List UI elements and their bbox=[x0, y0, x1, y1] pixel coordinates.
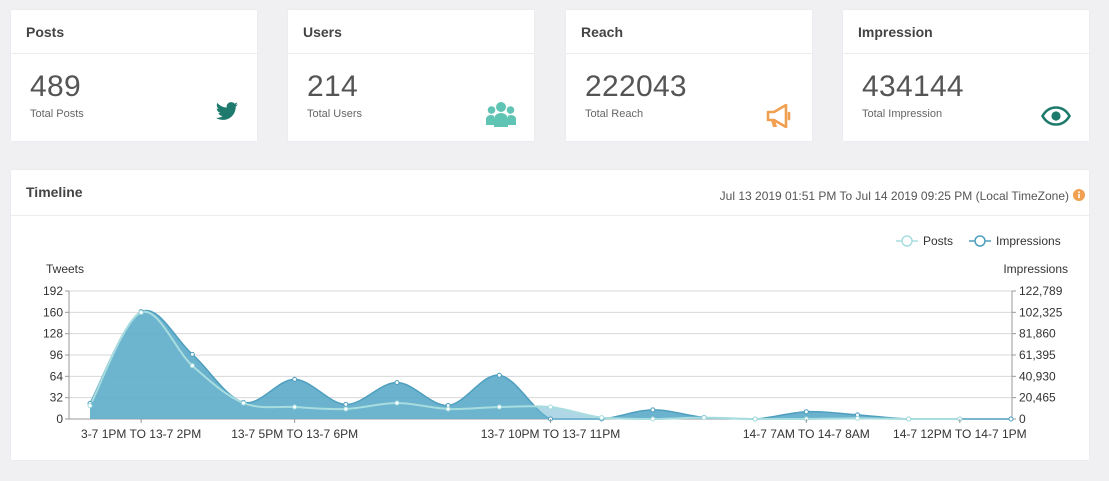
posts-legend-marker bbox=[901, 235, 913, 247]
y-tick-label: 32 bbox=[50, 391, 64, 405]
y2-tick-label: 61,395 bbox=[1019, 348, 1056, 362]
stat-title: Impression bbox=[843, 10, 1089, 54]
timeline-card: Timeline Jul 13 2019 01:51 PM To Jul 14 … bbox=[11, 170, 1089, 460]
stat-value: 434144 bbox=[862, 70, 964, 103]
y-tick-label: 0 bbox=[56, 412, 63, 426]
posts-point bbox=[548, 404, 553, 410]
stat-card-reach: Reach 222043 Total Reach bbox=[566, 10, 812, 141]
impressions-legend-label[interactable]: Impressions bbox=[996, 234, 1061, 248]
impressions-point bbox=[650, 407, 656, 413]
posts-legend-label[interactable]: Posts bbox=[923, 234, 953, 248]
posts-point bbox=[496, 404, 502, 410]
twitter-bird-icon bbox=[216, 102, 238, 120]
posts-point bbox=[650, 416, 656, 422]
users-group-icon bbox=[486, 102, 516, 127]
impressions-point bbox=[394, 380, 400, 386]
impressions-point bbox=[343, 401, 349, 407]
posts-point bbox=[138, 309, 144, 315]
impressions-line bbox=[89, 309, 1011, 420]
posts-point bbox=[445, 406, 451, 412]
megaphone-icon bbox=[766, 104, 791, 128]
stat-value: 489 bbox=[30, 70, 81, 103]
y-tick-label: 128 bbox=[43, 327, 63, 341]
timeline-date-range: Jul 13 2019 01:51 PM To Jul 14 2019 09:2… bbox=[719, 189, 1069, 203]
x-tick-label: 14-7 12PM TO 14-7 1PM bbox=[893, 427, 1027, 441]
x-tick-label: 14-7 7AM TO 14-7 8AM bbox=[743, 427, 870, 441]
posts-point bbox=[752, 416, 758, 422]
y2-axis-label: Impressions bbox=[1003, 262, 1068, 276]
x-tick-label: 13-7 10PM TO 13-7 11PM bbox=[481, 427, 620, 441]
y2-tick-label: 81,860 bbox=[1019, 327, 1056, 341]
impressions-point bbox=[496, 372, 502, 378]
x-tick-label: 13-7 5PM TO 13-7 6PM bbox=[231, 427, 358, 441]
y-tick-label: 160 bbox=[43, 305, 63, 319]
posts-point bbox=[701, 415, 707, 421]
stat-title: Users bbox=[288, 10, 534, 54]
stat-label: Total Reach bbox=[585, 108, 644, 120]
impressions-point bbox=[1008, 416, 1014, 422]
timeline-title: Timeline bbox=[26, 184, 83, 200]
posts-point bbox=[599, 415, 605, 421]
impressions-point bbox=[292, 376, 298, 382]
stat-title: Reach bbox=[566, 10, 812, 54]
posts-point bbox=[241, 400, 246, 406]
y-tick-label: 64 bbox=[50, 369, 64, 383]
stat-label: Total Users bbox=[307, 108, 363, 120]
stat-label: Total Posts bbox=[30, 108, 84, 120]
posts-point bbox=[87, 403, 93, 409]
y2-tick-label: 122,789 bbox=[1019, 284, 1063, 298]
y2-tick-label: 40,930 bbox=[1019, 369, 1056, 383]
posts-point bbox=[855, 415, 860, 421]
impressions-point bbox=[189, 351, 195, 357]
stat-card-users: Users 214 Total Users bbox=[288, 10, 534, 141]
stat-label: Total Impression bbox=[862, 108, 943, 120]
stat-card-impression: Impression 434144 Total Impression bbox=[843, 10, 1089, 141]
impressions-point bbox=[803, 409, 809, 415]
info-icon[interactable] bbox=[1073, 189, 1085, 201]
stat-value: 222043 bbox=[585, 70, 687, 103]
timeline-chart: 0 0 32 20,465 64 40,930 96 61,395 128 81,860 160 10… bbox=[43, 234, 1068, 441]
eye-icon bbox=[1041, 106, 1071, 126]
timeline-header: Timeline Jul 13 2019 01:51 PM To Jul 14 … bbox=[11, 170, 1089, 216]
stat-value: 214 bbox=[307, 70, 358, 103]
x-tick-label: 3-7 1PM TO 13-7 2PM bbox=[81, 427, 201, 441]
posts-point bbox=[906, 416, 912, 422]
posts-point bbox=[394, 400, 400, 406]
y-tick-label: 192 bbox=[43, 284, 63, 298]
y-tick-label: 96 bbox=[50, 348, 64, 362]
impressions-legend-marker bbox=[974, 235, 986, 247]
stat-card-posts: Posts 489 Total Posts bbox=[11, 10, 257, 141]
posts-point bbox=[343, 406, 349, 412]
posts-point bbox=[292, 404, 298, 410]
posts-point bbox=[189, 363, 195, 369]
stat-title: Posts bbox=[11, 10, 257, 54]
y-axis-label: Tweets bbox=[46, 262, 84, 276]
y2-tick-label: 0 bbox=[1019, 412, 1026, 426]
y2-tick-label: 20,465 bbox=[1019, 391, 1056, 405]
y2-tick-label: 102,325 bbox=[1019, 305, 1063, 319]
posts-area bbox=[90, 311, 960, 419]
